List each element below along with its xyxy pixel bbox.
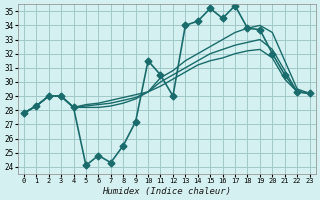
X-axis label: Humidex (Indice chaleur): Humidex (Indice chaleur) — [102, 187, 231, 196]
